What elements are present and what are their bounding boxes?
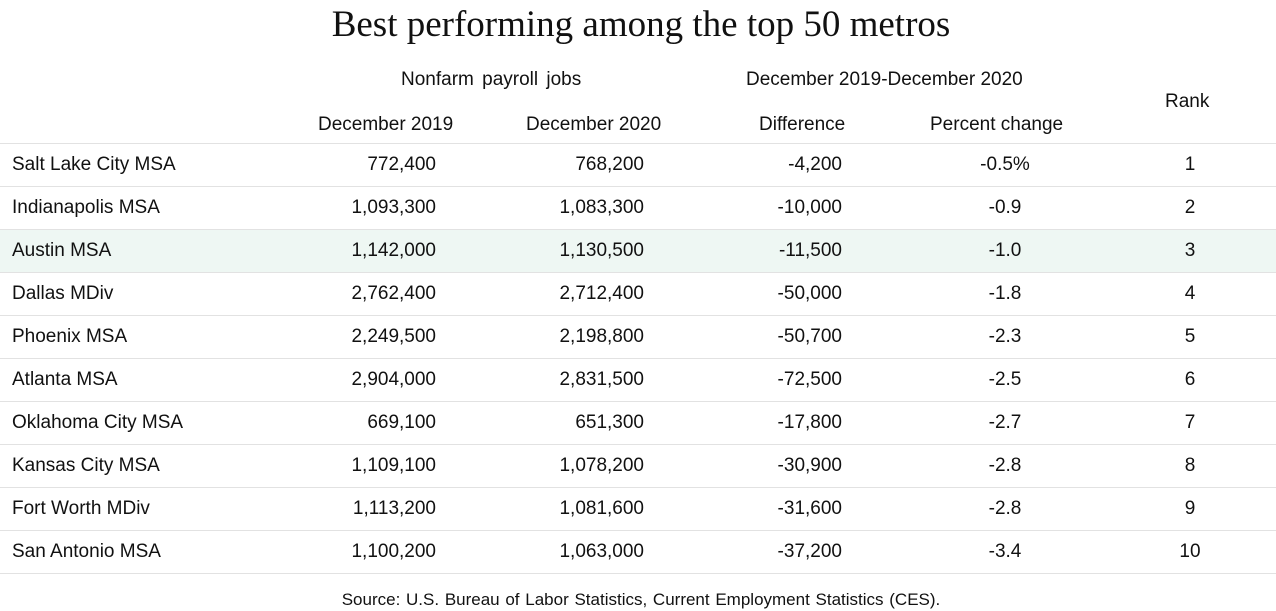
percent-change: -1.0 bbox=[988, 240, 1022, 261]
rank: 6 bbox=[1184, 369, 1196, 390]
metro-name: Oklahoma City MSA bbox=[12, 412, 184, 433]
table-row: Indianapolis MSA 1,093,300 1,083,300 -10… bbox=[0, 187, 1276, 230]
jobs-difference: -50,700 bbox=[777, 326, 842, 347]
rank: 5 bbox=[1184, 326, 1196, 347]
rank: 9 bbox=[1184, 498, 1196, 519]
jobs-difference: -11,500 bbox=[778, 240, 842, 261]
percent-change: -2.3 bbox=[988, 326, 1022, 347]
jobs-dec-2019: 2,904,000 bbox=[351, 369, 436, 390]
jobs-difference: -31,600 bbox=[777, 498, 842, 519]
metro-name: Fort Worth MDiv bbox=[12, 498, 150, 519]
jobs-difference: -10,000 bbox=[777, 197, 842, 218]
table-row-highlighted: Austin MSA 1,142,000 1,130,500 -11,500 -… bbox=[0, 230, 1276, 273]
percent-change: -0.9 bbox=[988, 197, 1022, 218]
percent-change: -2.5 bbox=[988, 369, 1022, 390]
metro-name: Atlanta MSA bbox=[12, 369, 118, 390]
percent-change: -1.8 bbox=[988, 283, 1022, 304]
percent-change: -0.5% bbox=[980, 154, 1030, 175]
table-row: Oklahoma City MSA 669,100 651,300 -17,80… bbox=[0, 402, 1276, 445]
metro-name: Salt Lake City MSA bbox=[12, 154, 176, 175]
jobs-dec-2019: 1,100,200 bbox=[351, 541, 436, 562]
percent-change: -2.8 bbox=[988, 455, 1022, 476]
jobs-difference: -17,800 bbox=[777, 412, 842, 433]
jobs-dec-2020: 2,712,400 bbox=[559, 283, 644, 304]
jobs-dec-2019: 772,400 bbox=[367, 154, 436, 175]
metro-name: San Antonio MSA bbox=[12, 541, 161, 562]
table-title: Best performing among the top 50 metros bbox=[331, 4, 951, 45]
jobs-dec-2019: 1,142,000 bbox=[351, 240, 436, 261]
jobs-dec-2020: 1,130,500 bbox=[559, 240, 644, 261]
metro-name: Kansas City MSA bbox=[12, 455, 160, 476]
table-row: Dallas MDiv 2,762,400 2,712,400 -50,000 … bbox=[0, 273, 1276, 316]
rank: 3 bbox=[1184, 240, 1196, 261]
jobs-dec-2019: 1,109,100 bbox=[351, 455, 436, 476]
jobs-dec-2019: 1,113,200 bbox=[352, 498, 436, 519]
jobs-dec-2020: 2,831,500 bbox=[559, 369, 644, 390]
jobs-dec-2020: 1,081,600 bbox=[559, 498, 644, 519]
header-december-2020: December 2020 bbox=[526, 114, 662, 135]
jobs-dec-2019: 2,249,500 bbox=[351, 326, 436, 347]
header-rank: Rank bbox=[1165, 91, 1210, 112]
metro-name: Dallas MDiv bbox=[12, 283, 114, 304]
jobs-dec-2020: 2,198,800 bbox=[559, 326, 644, 347]
table-row: Salt Lake City MSA 772,400 768,200 -4,20… bbox=[0, 144, 1276, 187]
percent-change: -2.7 bbox=[988, 412, 1022, 433]
jobs-difference: -37,200 bbox=[777, 541, 842, 562]
table-row: Fort Worth MDiv 1,113,200 1,081,600 -31,… bbox=[0, 488, 1276, 531]
header-group-payroll: Nonfarm payroll jobs bbox=[401, 69, 582, 90]
metro-name: Indianapolis MSA bbox=[12, 197, 160, 218]
header-group-change: December 2019-December 2020 bbox=[746, 69, 1023, 90]
table-row: Kansas City MSA 1,109,100 1,078,200 -30,… bbox=[0, 445, 1276, 488]
jobs-difference: -50,000 bbox=[777, 283, 842, 304]
rank: 7 bbox=[1184, 412, 1196, 433]
rank: 10 bbox=[1179, 541, 1201, 562]
rank: 4 bbox=[1184, 283, 1196, 304]
jobs-dec-2019: 2,762,400 bbox=[351, 283, 436, 304]
jobs-difference: -30,900 bbox=[777, 455, 842, 476]
metro-name: Austin MSA bbox=[12, 240, 112, 261]
header-difference: Difference bbox=[759, 114, 846, 135]
jobs-dec-2020: 1,083,300 bbox=[559, 197, 644, 218]
rank: 1 bbox=[1184, 154, 1196, 175]
metro-name: Phoenix MSA bbox=[12, 326, 128, 347]
jobs-dec-2019: 669,100 bbox=[367, 412, 436, 433]
percent-change: -2.8 bbox=[988, 498, 1022, 519]
jobs-difference: -4,200 bbox=[788, 154, 842, 175]
rank: 8 bbox=[1184, 455, 1196, 476]
jobs-dec-2020: 768,200 bbox=[575, 154, 644, 175]
table-row: San Antonio MSA 1,100,200 1,063,000 -37,… bbox=[0, 531, 1276, 574]
jobs-difference: -72,500 bbox=[777, 369, 842, 390]
percent-change: -3.4 bbox=[988, 541, 1022, 562]
jobs-dec-2020: 651,300 bbox=[575, 412, 644, 433]
source-note: Source: U.S. Bureau of Labor Statistics,… bbox=[341, 590, 941, 609]
table-row: Atlanta MSA 2,904,000 2,831,500 -72,500 … bbox=[0, 359, 1276, 402]
rank: 2 bbox=[1184, 197, 1196, 218]
header-percent-change: Percent change bbox=[930, 114, 1064, 135]
jobs-dec-2020: 1,063,000 bbox=[559, 541, 644, 562]
header-december-2019: December 2019 bbox=[318, 114, 454, 135]
jobs-dec-2019: 1,093,300 bbox=[351, 197, 436, 218]
table-body: Salt Lake City MSA 772,400 768,200 -4,20… bbox=[0, 143, 1276, 574]
table-row: Phoenix MSA 2,249,500 2,198,800 -50,700 … bbox=[0, 316, 1276, 359]
jobs-dec-2020: 1,078,200 bbox=[559, 455, 644, 476]
